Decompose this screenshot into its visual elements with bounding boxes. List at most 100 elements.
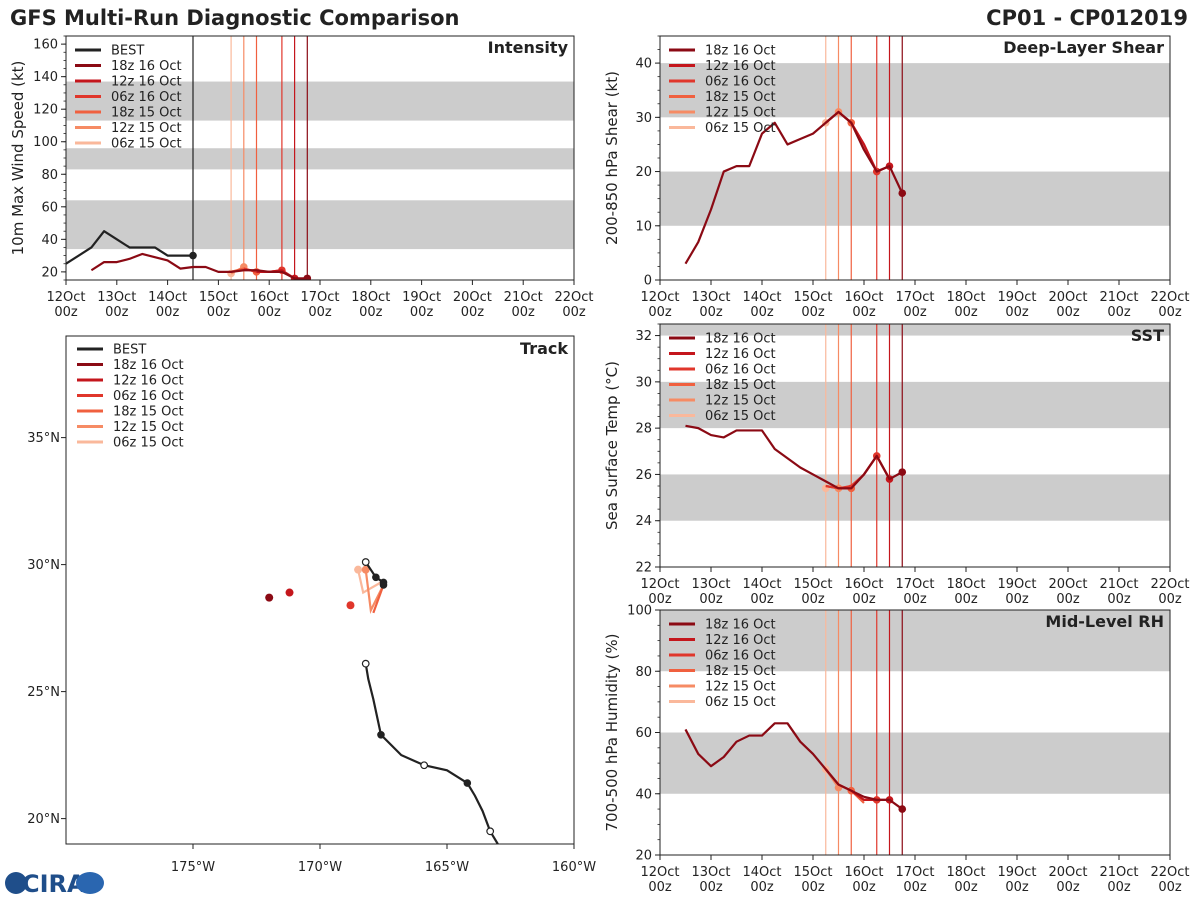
intensity-legend-label-12z-16-oct: 12z 16 Oct [111,75,182,90]
sst-band-0 [660,474,1170,521]
track-legend-label-06z-15-oct: 06z 15 Oct [113,436,184,451]
sst-xtick-hour-8: 00z [1056,592,1080,607]
track-legend-label-best: BEST [113,343,146,358]
shear-plot-area [660,36,1170,280]
rh-xtick-hour-1: 00z [699,880,723,895]
logo-globe-icon [5,872,27,894]
intensity-ytick-label-140: 140 [33,70,58,85]
shear-point-18z-16-oct [898,189,907,198]
intensity-xtick-date-7: 19Oct [402,290,441,305]
rh-legend-label-06z-16-oct: 06z 16 Oct [705,649,776,664]
intensity-panel: 2040608010012014016012Oct00z13Oct00z14Oc… [9,35,594,320]
shear-panel: 01020304012Oct00z13Oct00z14Oct00z15Oct00… [603,35,1190,320]
intensity-xtick-date-4: 16Oct [250,290,289,305]
rh-panel: 2040608010012Oct00z13Oct00z14Oct00z15Oct… [603,604,1190,896]
shear-series-18z-16-oct [684,110,904,265]
track-legend-label-18z-16-oct: 18z 16 Oct [113,358,184,373]
shear-xtick-hour-7: 00z [1005,305,1029,320]
track-forecast-18z-15-oct [372,584,385,614]
sst-xtick-hour-3: 00z [801,592,825,607]
intensity-ylabel: 10m Max Wind Speed (kt) [9,61,27,256]
rh-legend-label-12z-15-oct: 12z 15 Oct [705,680,776,695]
intensity-xtick-hour-10: 00z [562,305,586,320]
track-xtick-label-3: 160°W [552,860,596,875]
rh-xtick-hour-7: 00z [1005,880,1029,895]
intensity-ytick-label-120: 120 [33,103,58,118]
rh-title: Mid-Level RH [1045,612,1164,631]
intensity-title: Intensity [488,38,569,57]
intensity-ytick-label-60: 60 [41,200,58,215]
intensity-point-18z-16-oct [303,274,312,280]
shear-legend-label-12z-15-oct: 12z 15 Oct [705,106,776,121]
sst-xtick-date-1: 13Oct [691,577,730,592]
rh-xtick-date-2: 14Oct [742,865,781,880]
sst-xtick-date-7: 19Oct [997,577,1036,592]
track-xtick-label-0: 175°W [171,860,215,875]
logo-satellite-icon [76,872,104,894]
sst-xtick-date-5: 17Oct [895,577,934,592]
sst-legend-label-06z-16-oct: 06z 16 Oct [705,363,776,378]
rh-xtick-date-4: 16Oct [844,865,883,880]
intensity-legend-label-18z-15-oct: 18z 15 Oct [111,106,182,121]
intensity-xtick-hour-7: 00z [410,305,434,320]
shear-xtick-hour-0: 00z [648,305,672,320]
sst-point-18z-16-oct [898,468,907,476]
intensity-series-best [66,230,193,265]
shear-xtick-date-1: 13Oct [691,290,730,305]
intensity-ytick-label-160: 160 [33,38,58,53]
rh-ytick-label-20: 20 [635,849,652,864]
shear-xtick-date-3: 15Oct [793,290,832,305]
sst-ytick-label-32: 32 [635,329,652,344]
shear-xtick-date-7: 19Oct [997,290,1036,305]
sst-band-1 [660,381,1170,429]
intensity-legend-label-best: BEST [111,44,144,59]
intensity-point-best [189,251,197,260]
intensity-ytick-label-40: 40 [41,233,58,248]
rh-xtick-date-5: 17Oct [895,865,934,880]
rh-xtick-date-8: 20Oct [1048,865,1087,880]
intensity-legend-label-12z-15-oct: 12z 15 Oct [111,121,182,136]
intensity-xtick-hour-1: 00z [105,305,129,320]
sst-ytick-label-22: 22 [635,561,652,576]
shear-legend-label-18z-16-oct: 18z 16 Oct [705,44,776,59]
sst-xtick-hour-6: 00z [954,592,978,607]
rh-xtick-hour-10: 00z [1158,880,1182,895]
rh-legend-label-06z-15-oct: 06z 15 Oct [705,695,776,710]
rh-xtick-hour-3: 00z [801,880,825,895]
track-forecast-point-12z-16-oct [285,588,294,597]
sst-ytick-label-28: 28 [635,422,652,437]
sst-xtick-hour-1: 00z [699,592,723,607]
track-forecast-point-06z-16-oct [346,601,355,610]
shear-xtick-hour-2: 00z [750,305,774,320]
sst-xtick-hour-4: 00z [852,592,876,607]
track-best-point-0 [463,779,472,787]
sst-xtick-date-3: 15Oct [793,577,832,592]
intensity-xtick-date-10: 22Oct [554,290,593,305]
rh-xtick-date-9: 21Oct [1099,865,1138,880]
track-best-open-point-2 [361,659,370,668]
intensity-xtick-hour-0: 00z [54,305,78,320]
sst-xtick-hour-7: 00z [1005,592,1029,607]
intensity-band-2 [66,81,574,121]
track-ytick-label-1: 25°N [27,685,60,700]
track-forecast-point-18z-16-oct [265,593,274,602]
rh-xtick-hour-0: 00z [648,880,672,895]
track-best-current-point-1 [379,578,388,587]
sst-ylabel: Sea Surface Temp (°C) [603,361,621,530]
rh-band-0 [660,732,1170,794]
rh-band-1 [660,610,1170,672]
cira-logo: CIRA [5,870,104,898]
shear-legend-label-06z-16-oct: 06z 16 Oct [705,75,776,90]
intensity-xtick-hour-3: 00z [207,305,231,320]
rh-xtick-hour-9: 00z [1107,880,1131,895]
track-forecast-06z-15-oct [357,569,382,595]
track-ytick-label-3: 35°N [27,431,60,446]
intensity-series-18z-16-oct [90,252,308,280]
sst-legend-label-12z-15-oct: 12z 15 Oct [705,394,776,409]
rh-xtick-date-10: 22Oct [1150,865,1189,880]
track-ytick-label-0: 20°N [27,812,60,827]
intensity-xtick-date-8: 20Oct [453,290,492,305]
shear-xtick-date-5: 17Oct [895,290,934,305]
track-best-line [364,663,499,844]
